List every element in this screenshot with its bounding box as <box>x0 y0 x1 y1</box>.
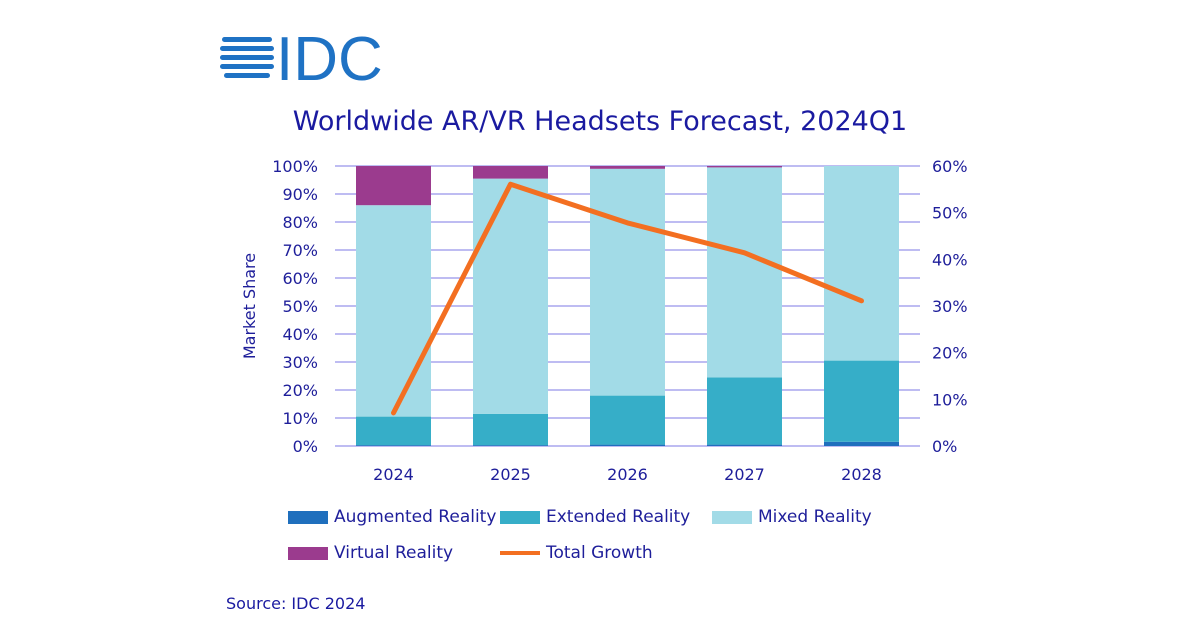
bar-virtual-reality <box>473 166 548 179</box>
x-tick-label: 2025 <box>490 465 531 484</box>
bar-augmented-reality <box>590 444 665 446</box>
legend-label: Extended Reality <box>546 507 691 527</box>
x-tick-label: 2027 <box>724 465 765 484</box>
y-tick-label: 50% <box>282 297 318 316</box>
y-tick-label: 0% <box>293 437 318 456</box>
y-tick-label: 90% <box>282 185 318 204</box>
y-axis-label: Market Share <box>240 253 259 359</box>
bar-augmented-reality <box>356 445 431 446</box>
y-tick-label: 10% <box>282 409 318 428</box>
total-growth-line <box>391 181 864 416</box>
y2-tick-label: 50% <box>932 204 968 223</box>
y2-tick-label: 40% <box>932 250 968 269</box>
bar-extended-reality <box>824 360 899 442</box>
bar-mixed-reality <box>824 166 899 361</box>
legend-item: Virtual Reality <box>288 543 453 563</box>
y2-tick-label: 20% <box>932 344 968 363</box>
legend-item: Mixed Reality <box>712 507 872 527</box>
x-tick-label: 2024 <box>373 465 414 484</box>
y-tick-label: 100% <box>272 157 318 176</box>
bar-mixed-reality <box>356 205 431 417</box>
chart-title: Worldwide AR/VR Headsets Forecast, 2024Q… <box>292 106 908 137</box>
legend-item: Total Growth <box>500 543 653 563</box>
bar-extended-reality <box>707 377 782 445</box>
bar-augmented-reality <box>473 445 548 446</box>
legend-label: Augmented Reality <box>334 507 497 527</box>
legend-label: Mixed Reality <box>758 507 872 527</box>
y-tick-label: 40% <box>282 325 318 344</box>
source-note: Source: IDC 2024 <box>226 594 366 613</box>
bar-mixed-reality <box>707 167 782 378</box>
legend-swatch <box>288 510 328 524</box>
bar-extended-reality <box>473 413 548 446</box>
y-tick-label: 80% <box>282 213 318 232</box>
y2-tick-label: 60% <box>932 157 968 176</box>
legend-label: Virtual Reality <box>334 543 454 563</box>
bar-augmented-reality <box>707 444 782 446</box>
legend-swatch <box>712 510 752 524</box>
legend-swatch <box>288 546 328 560</box>
bar-extended-reality <box>590 395 665 445</box>
bar-mixed-reality <box>590 168 665 396</box>
bar-mixed-reality <box>473 178 548 414</box>
legend-label: Total Growth <box>546 543 653 563</box>
legend-item: Augmented Reality <box>288 507 496 527</box>
y2-tick-label: 10% <box>932 390 968 409</box>
legend-item: Extended Reality <box>500 507 690 527</box>
y2-tick-label: 0% <box>932 437 957 456</box>
y-tick-label: 60% <box>282 269 318 288</box>
legend-swatch <box>500 510 540 524</box>
y-tick-label: 20% <box>282 381 318 400</box>
legend-swatch <box>500 551 540 555</box>
y-tick-label: 30% <box>282 353 318 372</box>
idc-logo: IDC <box>220 25 390 94</box>
bar-virtual-reality <box>356 166 431 206</box>
y2-tick-label: 30% <box>932 297 968 316</box>
bar-virtual-reality <box>707 166 782 168</box>
svg-text:IDC: IDC <box>276 25 383 85</box>
bar-virtual-reality <box>590 166 665 169</box>
bar-augmented-reality <box>824 441 899 446</box>
x-tick-label: 2028 <box>841 465 882 484</box>
y-tick-label: 70% <box>282 241 318 260</box>
x-tick-label: 2026 <box>607 465 648 484</box>
bar-extended-reality <box>356 416 431 446</box>
